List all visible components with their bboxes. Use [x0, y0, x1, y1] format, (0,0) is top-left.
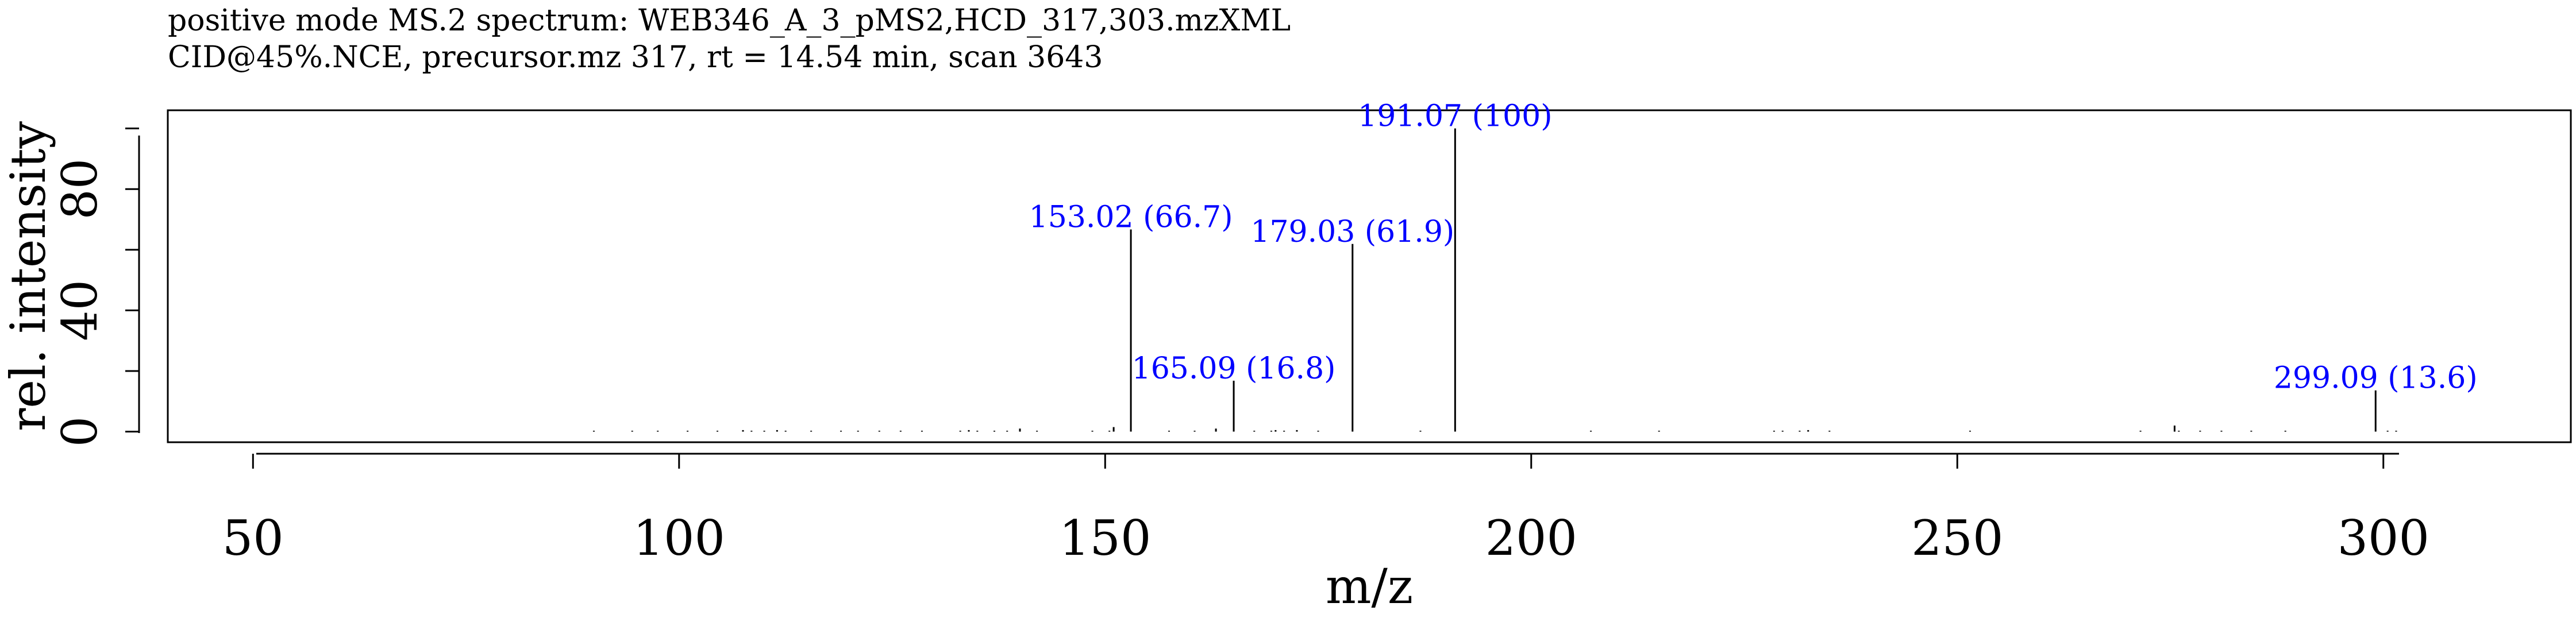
x-tick-label: 250 [1911, 510, 2003, 566]
x-tick-label: 300 [2338, 510, 2429, 566]
x-tick-label: 150 [1059, 510, 1151, 566]
x-axis-label: m/z [1326, 558, 1413, 615]
peak-label: 191.07 (100) [1358, 99, 1552, 134]
peak-label: 179.03 (61.9) [1250, 215, 1454, 249]
y-tick-label: 80 [52, 159, 108, 220]
x-tick-label: 200 [1485, 510, 1577, 566]
peak-label: 165.09 (16.8) [1132, 351, 1336, 386]
y-axis-label: rel. intensity [0, 121, 56, 431]
x-axis: 50 100 150 200 250 300 [222, 453, 2429, 566]
y-tick-label: 40 [52, 280, 108, 341]
peak-series [592, 128, 2397, 432]
peak-label: 299.09 (13.6) [2274, 361, 2478, 396]
y-axis: 0 40 80 [52, 128, 140, 447]
x-tick-label: 100 [633, 510, 725, 566]
peak-label-group: 153.02 (66.7) 165.09 (16.8) 179.03 (61.9) 1… [1029, 99, 2478, 396]
peak-label: 153.02 (66.7) [1029, 200, 1233, 234]
y-tick-label: 0 [52, 416, 108, 447]
x-tick-label: 50 [222, 510, 284, 566]
chart-title: positive mode MS.2 spectrum: WEB346_A_3_… [168, 3, 1291, 38]
chart-subtitle: CID@45%.NCE, precursor.mz 317, rt = 14.5… [168, 40, 1103, 75]
plot-frame [167, 109, 2572, 443]
